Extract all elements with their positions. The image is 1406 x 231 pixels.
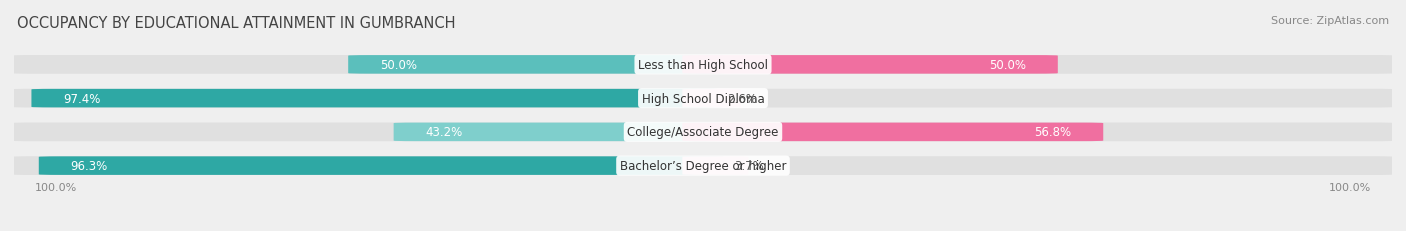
FancyBboxPatch shape [10,123,1396,142]
FancyBboxPatch shape [682,56,1057,74]
FancyBboxPatch shape [39,157,724,175]
FancyBboxPatch shape [349,56,724,74]
Text: 50.0%: 50.0% [380,59,418,72]
Text: 100.0%: 100.0% [1329,182,1371,192]
FancyBboxPatch shape [31,89,724,108]
Text: Bachelor’s Degree or higher: Bachelor’s Degree or higher [620,159,786,172]
FancyBboxPatch shape [682,123,1104,142]
Text: 100.0%: 100.0% [35,182,77,192]
Text: College/Associate Degree: College/Associate Degree [627,126,779,139]
Text: 97.4%: 97.4% [63,92,100,105]
Text: High School Diploma: High School Diploma [641,92,765,105]
Text: 50.0%: 50.0% [988,59,1026,72]
Text: 43.2%: 43.2% [426,126,463,139]
FancyBboxPatch shape [682,89,741,108]
Text: Source: ZipAtlas.com: Source: ZipAtlas.com [1271,16,1389,26]
FancyBboxPatch shape [394,123,724,142]
FancyBboxPatch shape [10,89,1396,108]
Text: 2.6%: 2.6% [727,92,758,105]
FancyBboxPatch shape [10,56,1396,74]
Text: OCCUPANCY BY EDUCATIONAL ATTAINMENT IN GUMBRANCH: OCCUPANCY BY EDUCATIONAL ATTAINMENT IN G… [17,16,456,31]
Text: 3.7%: 3.7% [734,159,765,172]
FancyBboxPatch shape [682,157,748,175]
FancyBboxPatch shape [10,157,1396,175]
Text: 96.3%: 96.3% [70,159,108,172]
Text: Less than High School: Less than High School [638,59,768,72]
Text: 56.8%: 56.8% [1035,126,1071,139]
